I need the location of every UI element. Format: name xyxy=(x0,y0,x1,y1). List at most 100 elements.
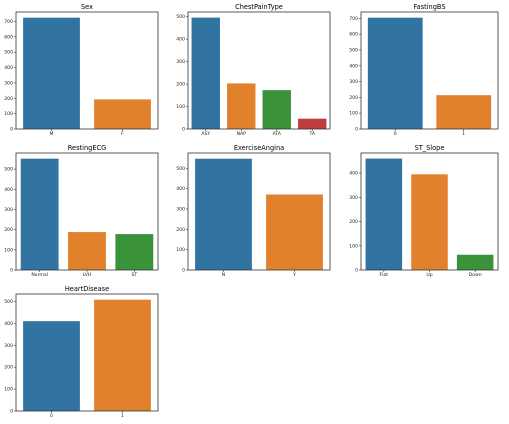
chart-title: HeartDisease xyxy=(65,285,109,293)
y-tick-label: 100 xyxy=(4,111,13,117)
y-tick-label: 500 xyxy=(176,14,185,20)
axes-frame xyxy=(187,11,331,130)
y-tick-label: 500 xyxy=(349,47,358,53)
bar-flat xyxy=(365,158,403,270)
y-tick-label: 500 xyxy=(4,50,13,56)
bar-asy xyxy=(191,17,220,129)
x-tick-label: NAP xyxy=(237,131,247,137)
bar-1 xyxy=(94,299,151,411)
x-tick-label: 0 xyxy=(394,131,397,137)
axes-frame xyxy=(187,152,331,271)
bar-y xyxy=(266,194,323,270)
y-tick-label: 100 xyxy=(349,243,358,249)
chart-panel-5: ST_Slope Flat Up Down 0 100 200 300 400 xyxy=(349,144,499,278)
x-tick-label: ST xyxy=(131,272,137,278)
chart-title: ExerciseAngina xyxy=(234,144,284,152)
x-tick-label: ATA xyxy=(273,131,282,137)
y-tick-label: 600 xyxy=(4,34,13,40)
chart-panel-1: ChestPainType ASY NAP ATA TA 0 100 200 300 400 500 xyxy=(176,3,331,137)
y-tick-label: 300 xyxy=(4,80,13,86)
y-tick-label: 0 xyxy=(10,127,13,133)
y-tick-label: 400 xyxy=(4,65,13,71)
y-tick-label: 100 xyxy=(176,104,185,110)
bar-down xyxy=(456,254,494,270)
x-tick-label: Normal xyxy=(31,272,48,278)
bar-0 xyxy=(23,321,80,411)
y-tick-label: 100 xyxy=(4,247,13,253)
x-tick-label: M xyxy=(50,131,54,137)
y-tick-label: 500 xyxy=(4,167,13,173)
x-tick-label: 1 xyxy=(121,413,124,419)
bar-ata xyxy=(262,90,291,129)
y-tick-label: 400 xyxy=(4,321,13,327)
y-tick-label: 600 xyxy=(349,32,358,38)
chart-panel-2: FastingBS 0 1 0 100 200 300 400 500 600 700 xyxy=(349,3,499,137)
bar-normal xyxy=(20,158,59,270)
axes-frame xyxy=(360,11,499,130)
x-tick-label: TA xyxy=(308,131,315,137)
y-tick-label: 0 xyxy=(10,268,13,274)
bar-1 xyxy=(436,95,492,129)
y-tick-label: 400 xyxy=(349,171,358,177)
x-tick-label: ASY xyxy=(201,131,210,137)
y-tick-label: 300 xyxy=(349,79,358,85)
axes-frame xyxy=(15,293,159,412)
y-tick-label: 300 xyxy=(349,195,358,201)
y-tick-label: 300 xyxy=(176,206,185,212)
x-tick-label: F xyxy=(121,131,124,137)
y-tick-label: 700 xyxy=(349,16,358,22)
chart-title: ChestPainType xyxy=(235,3,283,11)
chart-title: FastingBS xyxy=(413,3,445,11)
bar-up xyxy=(411,174,448,270)
chart-title: RestingECG xyxy=(68,144,106,152)
chart-title: Sex xyxy=(81,3,93,11)
chart-title: ST_Slope xyxy=(415,144,445,152)
bar-m xyxy=(23,17,80,129)
bar-ta xyxy=(298,118,327,129)
bar-nap xyxy=(227,83,256,129)
bar-st xyxy=(115,234,154,270)
x-tick-label: 0 xyxy=(50,413,53,419)
y-tick-label: 0 xyxy=(182,127,185,133)
y-tick-label: 200 xyxy=(349,219,358,225)
y-tick-label: 0 xyxy=(10,409,13,415)
y-tick-label: 300 xyxy=(4,343,13,349)
x-tick-label: Y xyxy=(292,272,296,278)
bar-n xyxy=(195,158,252,270)
chart-panel-0: Sex M F 0 100 200 300 400 500 600 700 xyxy=(4,3,159,137)
y-tick-label: 400 xyxy=(4,187,13,193)
axes-frame xyxy=(360,152,499,271)
x-tick-label: Down xyxy=(469,272,482,278)
bar-lvh xyxy=(68,232,106,270)
y-tick-label: 400 xyxy=(176,37,185,43)
bar-f xyxy=(94,99,151,129)
axes-frame xyxy=(15,11,159,130)
y-tick-label: 200 xyxy=(349,95,358,101)
chart-panel-3: RestingECG Normal LVH ST 0 100 200 300 400 500 xyxy=(4,144,159,278)
x-tick-label: N xyxy=(222,272,225,278)
y-tick-label: 300 xyxy=(176,59,185,65)
x-tick-label: Flat xyxy=(380,272,389,278)
chart-panel-4: ExerciseAngina N Y 0 100 200 300 400 500 xyxy=(176,144,331,278)
y-tick-label: 0 xyxy=(355,127,358,133)
y-tick-label: 500 xyxy=(176,166,185,172)
y-tick-label: 400 xyxy=(176,186,185,192)
y-tick-label: 100 xyxy=(349,111,358,117)
axes-frame xyxy=(15,152,159,271)
y-tick-label: 0 xyxy=(182,268,185,274)
y-tick-label: 200 xyxy=(4,96,13,102)
bar-0 xyxy=(367,17,423,129)
chart-panel-6: HeartDisease 0 1 0 100 200 300 400 500 xyxy=(4,285,159,419)
y-tick-label: 200 xyxy=(4,227,13,233)
x-tick-label: Up xyxy=(426,272,432,278)
y-tick-label: 500 xyxy=(4,299,13,305)
x-tick-label: LVH xyxy=(83,272,92,278)
y-tick-label: 100 xyxy=(176,247,185,253)
y-tick-label: 0 xyxy=(355,268,358,274)
y-tick-label: 200 xyxy=(176,227,185,233)
y-tick-label: 700 xyxy=(4,19,13,25)
y-tick-label: 400 xyxy=(349,63,358,69)
y-tick-label: 200 xyxy=(4,365,13,371)
y-tick-label: 100 xyxy=(4,387,13,393)
